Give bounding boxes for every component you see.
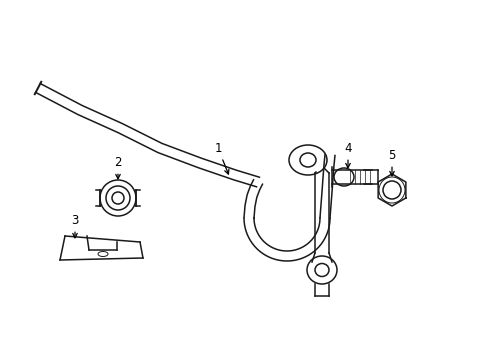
Text: 4: 4 <box>344 141 351 168</box>
Text: 5: 5 <box>387 149 395 176</box>
Text: 3: 3 <box>71 213 79 238</box>
Text: 1: 1 <box>214 141 228 174</box>
Text: 2: 2 <box>114 156 122 179</box>
